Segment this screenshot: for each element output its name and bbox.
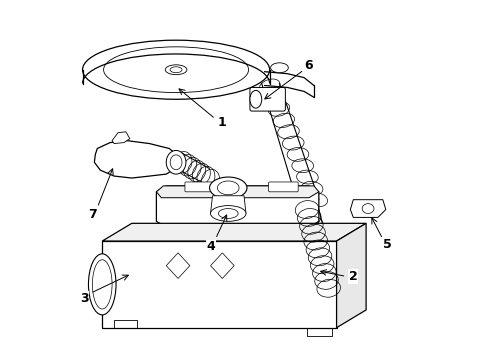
Text: 4: 4 (206, 240, 215, 253)
Polygon shape (102, 223, 366, 241)
FancyBboxPatch shape (185, 182, 215, 192)
Ellipse shape (82, 40, 270, 99)
Ellipse shape (270, 63, 288, 73)
Ellipse shape (165, 65, 187, 75)
FancyBboxPatch shape (269, 182, 298, 192)
Polygon shape (156, 186, 319, 198)
Ellipse shape (210, 177, 247, 199)
Ellipse shape (89, 254, 116, 315)
Ellipse shape (250, 90, 262, 108)
Polygon shape (337, 223, 366, 328)
Polygon shape (166, 253, 190, 278)
Text: 7: 7 (88, 208, 97, 221)
Text: 1: 1 (218, 116, 227, 129)
Polygon shape (211, 253, 234, 278)
Polygon shape (95, 141, 179, 178)
Text: 6: 6 (305, 59, 313, 72)
Polygon shape (350, 200, 386, 217)
Polygon shape (102, 241, 337, 328)
FancyBboxPatch shape (250, 87, 285, 111)
Polygon shape (156, 186, 319, 227)
Ellipse shape (211, 206, 246, 221)
Text: 5: 5 (383, 238, 392, 252)
Text: 3: 3 (80, 292, 89, 305)
Polygon shape (112, 132, 130, 144)
Ellipse shape (166, 150, 186, 174)
Polygon shape (211, 196, 246, 213)
Text: 2: 2 (349, 270, 358, 283)
